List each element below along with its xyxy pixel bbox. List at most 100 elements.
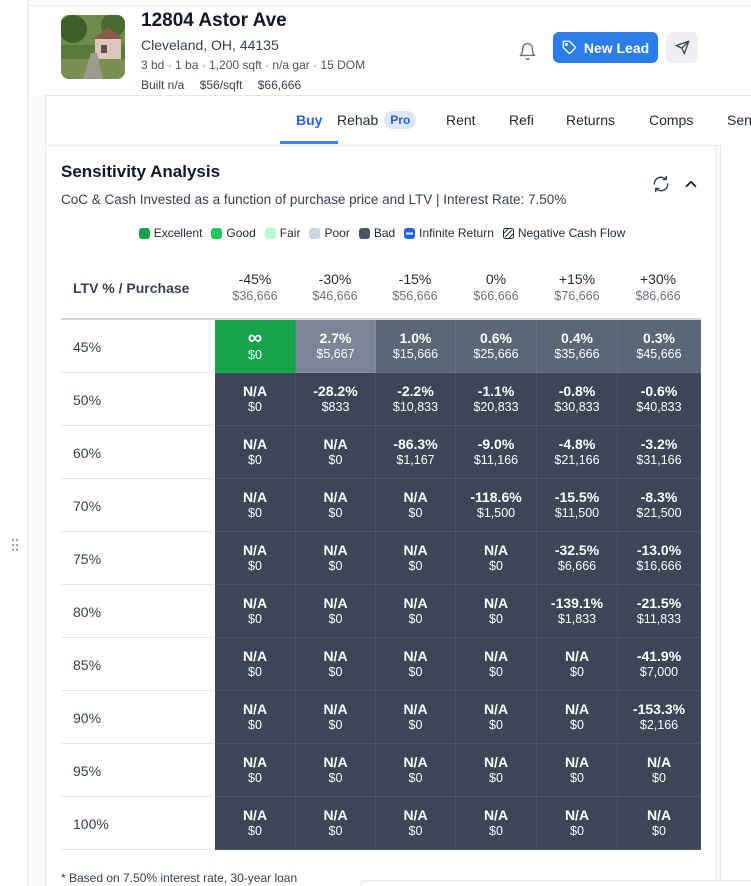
cash-invested-value: $0 (408, 718, 423, 732)
cash-invested-value: $0 (408, 612, 423, 626)
sensitivity-cell[interactable]: N/A $0 (537, 638, 618, 691)
sensitivity-cell[interactable]: N/A $0 (215, 691, 296, 744)
sensitivity-cell[interactable]: -15.5% $11,500 (537, 479, 618, 532)
cash-invested-value: $0 (248, 453, 262, 467)
coc-value: N/A (323, 648, 348, 664)
sensitivity-cell[interactable]: N/A $0 (618, 744, 701, 797)
sensitivity-cell[interactable]: N/A $0 (456, 797, 537, 850)
property-title: 12804 Astor Ave (141, 10, 287, 31)
sensitivity-cell[interactable]: N/A $0 (296, 532, 376, 585)
sensitivity-cell[interactable]: N/A $0 (215, 585, 296, 638)
cash-invested-value: $16,666 (636, 559, 682, 573)
sensitivity-cell[interactable]: -2.2% $10,833 (376, 373, 456, 426)
notifications-button[interactable] (515, 39, 539, 63)
collapse-button[interactable] (682, 175, 700, 193)
tab-returns[interactable]: Returns (566, 96, 615, 143)
sensitivity-cell[interactable]: -0.6% $40,833 (618, 373, 701, 426)
ltv-label: 50% (73, 391, 102, 408)
tab-sensitivity[interactable]: Sen (727, 96, 751, 143)
sensitivity-cell[interactable]: -139.1% $1,833 (537, 585, 618, 638)
tab-rehab[interactable]: Rehab Pro (337, 96, 417, 143)
row-divider (61, 796, 215, 797)
sensitivity-cell[interactable]: 1.0% $15,666 (376, 320, 456, 373)
sensitivity-cell[interactable]: N/A $0 (296, 585, 376, 638)
coc-value: -2.2% (397, 383, 434, 399)
sensitivity-cell[interactable]: -28.2% $833 (296, 373, 376, 426)
sensitivity-cell[interactable]: N/A $0 (537, 744, 618, 797)
cash-invested-value: $2,166 (639, 718, 679, 732)
coc-value: N/A (242, 754, 268, 770)
sensitivity-cell[interactable]: N/A $0 (376, 797, 456, 850)
sensitivity-cell[interactable]: N/A $0 (296, 479, 376, 532)
tab-sensitivity-label: Sen (727, 111, 751, 128)
sensitivity-cell[interactable]: N/A $0 (376, 691, 456, 744)
tab-refi[interactable]: Refi (509, 96, 534, 143)
sensitivity-cell[interactable]: -3.2% $31,166 (618, 426, 701, 479)
coc-value: N/A (483, 542, 509, 558)
coc-value: N/A (403, 595, 428, 611)
sensitivity-cell[interactable]: N/A $0 (456, 638, 537, 691)
sensitivity-cell[interactable]: -4.8% $21,166 (537, 426, 618, 479)
sensitivity-cell[interactable]: -41.9% $7,000 (618, 638, 701, 691)
sensitivity-cell[interactable]: N/A $0 (456, 744, 537, 797)
sensitivity-cell[interactable]: -1.1% $20,833 (456, 373, 537, 426)
built-year: Built n/a (141, 78, 185, 92)
sensitivity-cell[interactable]: N/A $0 (456, 691, 537, 744)
new-lead-button[interactable]: New Lead (553, 32, 658, 63)
legend-excellent: Excellent (138, 226, 202, 240)
coc-value: -28.2% (313, 383, 358, 399)
sensitivity-cell[interactable]: N/A $0 (376, 532, 456, 585)
sensitivity-cell[interactable]: N/A $0 (296, 691, 376, 744)
sensitivity-cell[interactable]: N/A $0 (376, 744, 456, 797)
sensitivity-cell[interactable]: N/A $0 (296, 638, 376, 691)
sensitivity-cell[interactable]: N/A $0 (215, 426, 296, 479)
sensitivity-cell[interactable]: N/A $0 (215, 744, 296, 797)
column-pct: 0% (485, 271, 507, 287)
sensitivity-cell[interactable]: N/A $0 (296, 744, 376, 797)
sensitivity-cell[interactable]: N/A $0 (215, 797, 296, 850)
sensitivity-cell[interactable]: N/A $0 (376, 585, 456, 638)
tab-rent[interactable]: Rent (446, 96, 476, 143)
sensitivity-cell[interactable]: N/A $0 (537, 691, 618, 744)
sensitivity-cell[interactable]: N/A $0 (296, 426, 376, 479)
sensitivity-cell[interactable]: N/A $0 (215, 532, 296, 585)
table-row: 80% N/A $0 N/A $0 N/A $0 N/A $0 -139.1% $1,833 -21.… (61, 585, 701, 638)
sensitivity-cell[interactable]: -13.0% $16,666 (618, 532, 701, 585)
sensitivity-cell[interactable]: N/A $0 (537, 797, 618, 850)
sensitivity-cell[interactable]: N/A $0 (215, 479, 296, 532)
sensitivity-cell[interactable]: 0.3% $45,666 (618, 320, 701, 373)
sensitivity-cell[interactable]: 0.4% $35,666 (537, 320, 618, 373)
sensitivity-cell[interactable]: -86.3% $1,167 (376, 426, 456, 479)
sensitivity-cell[interactable]: ∞ $0 (215, 320, 296, 373)
sensitivity-cell[interactable]: -118.6% $1,500 (456, 479, 537, 532)
sensitivity-cell[interactable]: -0.8% $30,833 (537, 373, 618, 426)
sensitivity-cell[interactable]: -32.5% $6,666 (537, 532, 618, 585)
sensitivity-cell[interactable]: N/A $0 (296, 797, 376, 850)
sensitivity-cell[interactable]: -21.5% $11,833 (618, 585, 701, 638)
sensitivity-cell[interactable]: N/A $0 (376, 638, 456, 691)
drag-handle-icon[interactable] (11, 538, 19, 552)
refresh-button[interactable] (652, 175, 670, 193)
property-thumbnail[interactable] (61, 15, 125, 79)
coc-value: N/A (242, 436, 268, 452)
cash-invested-value: $0 (408, 559, 423, 573)
tab-comps[interactable]: Comps (649, 96, 693, 143)
cash-invested-value: $0 (408, 506, 423, 520)
sensitivity-cell[interactable]: 2.7% $5,667 (296, 320, 376, 373)
sensitivity-cell[interactable]: N/A $0 (215, 373, 296, 426)
send-button[interactable] (666, 32, 698, 63)
coc-value: -153.3% (632, 701, 686, 717)
sensitivity-cell[interactable]: -153.3% $2,166 (618, 691, 701, 744)
sensitivity-cell[interactable]: N/A $0 (456, 532, 537, 585)
sensitivity-cell[interactable]: -8.3% $21,500 (618, 479, 701, 532)
coc-value: -118.6% (470, 489, 522, 505)
cash-invested-value: $5,667 (316, 347, 355, 361)
sensitivity-cell[interactable]: N/A $0 (618, 797, 701, 850)
sensitivity-cell[interactable]: -9.0% $11,166 (456, 426, 537, 479)
swatch-icon (211, 227, 223, 239)
sensitivity-cell[interactable]: 0.6% $25,666 (456, 320, 537, 373)
sensitivity-cell[interactable]: N/A $0 (456, 585, 537, 638)
sensitivity-cell[interactable]: N/A $0 (376, 479, 456, 532)
tab-buy[interactable]: Buy (280, 96, 339, 144)
sensitivity-cell[interactable]: N/A $0 (215, 638, 296, 691)
